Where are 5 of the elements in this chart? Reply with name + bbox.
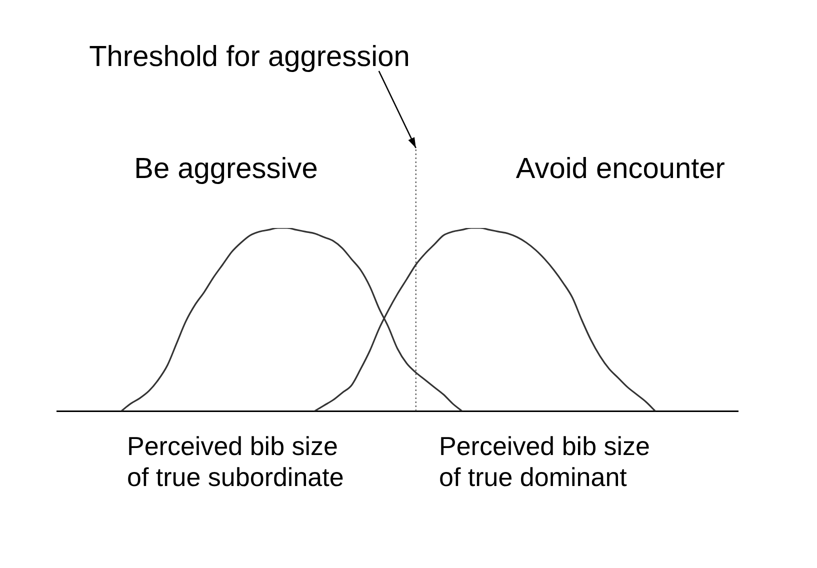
- text: Be aggressive: [134, 153, 318, 185]
- series-label: Perceived bib size of true dominant: [439, 431, 650, 492]
- text: Threshold for aggression: [89, 41, 410, 73]
- text: Avoid encounter: [516, 153, 726, 185]
- series-label: Perceived bib size of true subordinate: [127, 431, 344, 492]
